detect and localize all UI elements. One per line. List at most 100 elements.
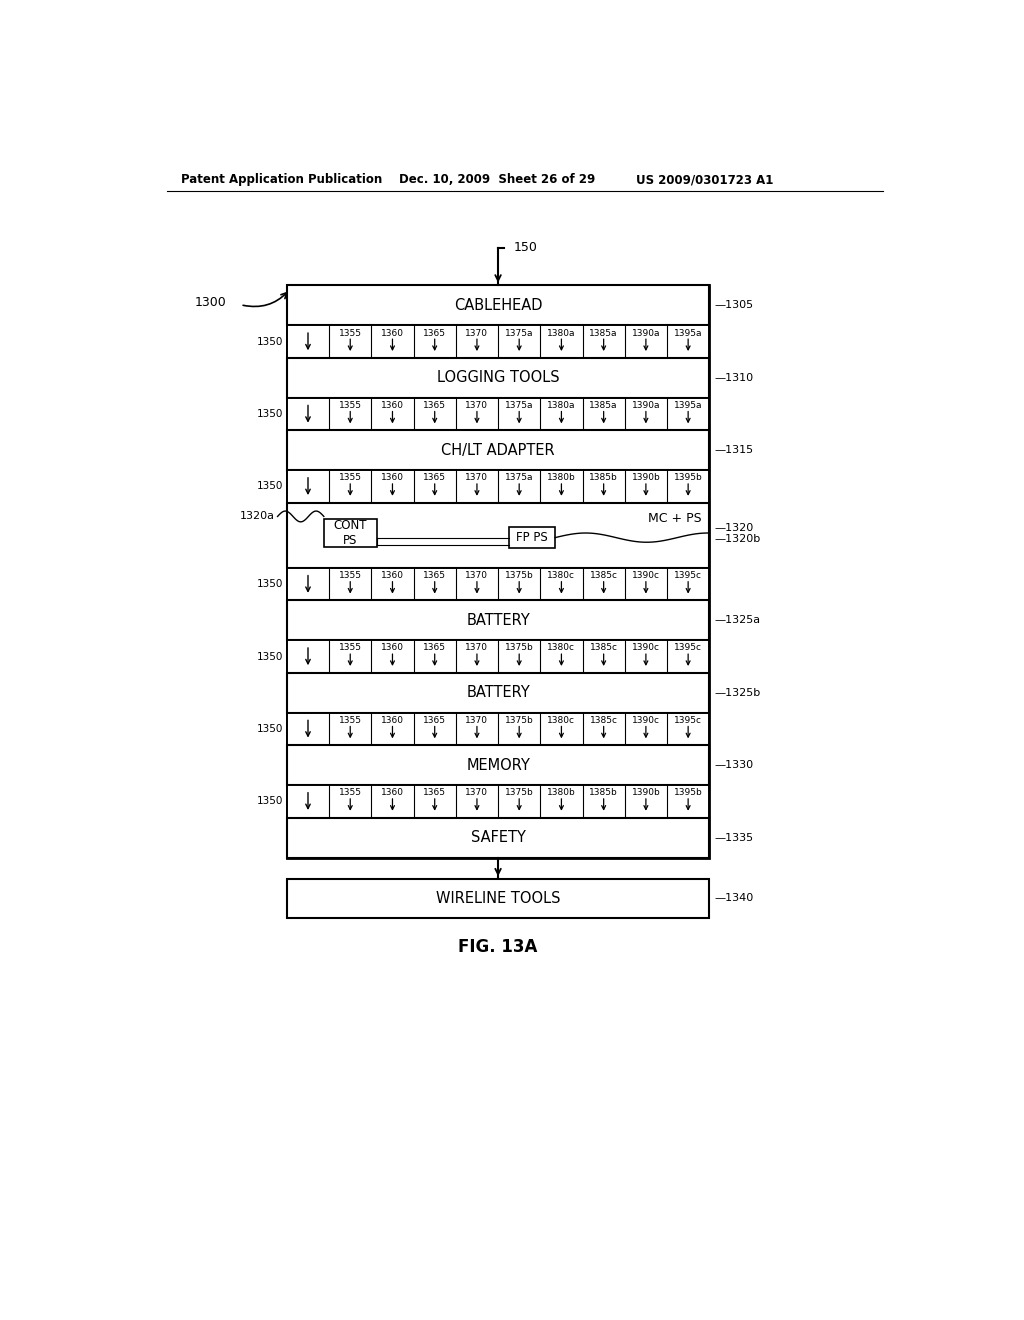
Bar <box>287 503 710 568</box>
Text: 1390c: 1390c <box>632 572 659 579</box>
Text: —1305: —1305 <box>715 301 754 310</box>
Text: 1370: 1370 <box>466 788 488 797</box>
Text: 1365: 1365 <box>423 644 446 652</box>
Text: 1365: 1365 <box>423 572 446 579</box>
Bar <box>287 673 710 713</box>
Text: 1395a: 1395a <box>674 401 702 411</box>
Text: 1385c: 1385c <box>590 644 617 652</box>
Text: 1360: 1360 <box>381 788 404 797</box>
Text: —1325a: —1325a <box>715 615 761 626</box>
Bar <box>287 817 710 858</box>
Text: 1350: 1350 <box>257 337 283 347</box>
Text: 1380c: 1380c <box>548 644 575 652</box>
Text: 1390b: 1390b <box>632 474 660 482</box>
Bar <box>287 326 710 358</box>
Bar <box>287 601 710 640</box>
Bar <box>287 568 710 601</box>
Text: 1360: 1360 <box>381 715 404 725</box>
Text: 1355: 1355 <box>339 329 361 338</box>
Text: FIG. 13A: FIG. 13A <box>459 939 538 956</box>
Text: —1330: —1330 <box>715 760 754 770</box>
Text: 1380c: 1380c <box>548 572 575 579</box>
Text: 1385a: 1385a <box>590 401 617 411</box>
Text: 1320a: 1320a <box>241 511 275 521</box>
Bar <box>287 358 710 397</box>
Text: 1395c: 1395c <box>674 715 702 725</box>
Text: 1385b: 1385b <box>589 788 618 797</box>
Text: 1375b: 1375b <box>505 715 534 725</box>
Bar <box>287 285 710 858</box>
Text: 1365: 1365 <box>423 788 446 797</box>
Text: 1355: 1355 <box>339 788 361 797</box>
Text: 1355: 1355 <box>339 572 361 579</box>
Text: 1385c: 1385c <box>590 572 617 579</box>
Text: —1335: —1335 <box>715 833 754 842</box>
Text: 1390b: 1390b <box>632 788 660 797</box>
Text: LOGGING TOOLS: LOGGING TOOLS <box>437 371 559 385</box>
Text: 1370: 1370 <box>466 715 488 725</box>
Text: 1380b: 1380b <box>547 788 575 797</box>
Text: 1350: 1350 <box>257 482 283 491</box>
Text: —1320b: —1320b <box>715 535 761 544</box>
Text: CONT
PS: CONT PS <box>334 519 367 546</box>
Text: 1365: 1365 <box>423 401 446 411</box>
Bar <box>287 879 710 917</box>
Text: 1350: 1350 <box>257 409 283 418</box>
Text: 1360: 1360 <box>381 474 404 482</box>
Text: US 2009/0301723 A1: US 2009/0301723 A1 <box>636 173 773 186</box>
Text: —1325b: —1325b <box>715 688 761 698</box>
Text: 1390a: 1390a <box>632 329 660 338</box>
Text: 1360: 1360 <box>381 644 404 652</box>
Text: 1360: 1360 <box>381 401 404 411</box>
Text: 1350: 1350 <box>257 723 283 734</box>
Text: 1375a: 1375a <box>505 329 534 338</box>
Text: 1370: 1370 <box>466 474 488 482</box>
Text: 1375b: 1375b <box>505 572 534 579</box>
Text: 1375b: 1375b <box>505 788 534 797</box>
Text: 1355: 1355 <box>339 474 361 482</box>
Bar <box>324 519 377 546</box>
Text: 1385a: 1385a <box>590 329 617 338</box>
Text: CABLEHEAD: CABLEHEAD <box>454 298 543 313</box>
Text: BATTERY: BATTERY <box>466 685 530 701</box>
Bar <box>287 640 710 673</box>
Text: 1350: 1350 <box>257 652 283 661</box>
Bar <box>287 470 710 503</box>
Text: 1355: 1355 <box>339 715 361 725</box>
Bar <box>287 713 710 744</box>
Text: 1380a: 1380a <box>547 401 575 411</box>
Text: 1365: 1365 <box>423 329 446 338</box>
Text: 1390c: 1390c <box>632 644 659 652</box>
Text: 1370: 1370 <box>466 401 488 411</box>
Text: 1385b: 1385b <box>589 474 618 482</box>
Bar <box>287 430 710 470</box>
Text: 1395b: 1395b <box>674 788 702 797</box>
Text: 1390a: 1390a <box>632 401 660 411</box>
Text: 1355: 1355 <box>339 401 361 411</box>
Text: 1385c: 1385c <box>590 715 617 725</box>
Text: 1395c: 1395c <box>674 572 702 579</box>
Text: CH/LT ADAPTER: CH/LT ADAPTER <box>441 442 555 458</box>
Text: 1370: 1370 <box>466 329 488 338</box>
Text: 1350: 1350 <box>257 796 283 807</box>
Text: 1375b: 1375b <box>505 644 534 652</box>
Text: 1370: 1370 <box>466 572 488 579</box>
Text: —1315: —1315 <box>715 445 754 455</box>
Text: 1300: 1300 <box>195 296 226 309</box>
Bar <box>287 285 710 326</box>
Text: WIRELINE TOOLS: WIRELINE TOOLS <box>436 891 560 906</box>
Text: —1310: —1310 <box>715 372 754 383</box>
Text: 1360: 1360 <box>381 572 404 579</box>
Text: 1380a: 1380a <box>547 329 575 338</box>
Text: —1320: —1320 <box>715 523 754 532</box>
Text: 1370: 1370 <box>466 644 488 652</box>
Text: Dec. 10, 2009  Sheet 26 of 29: Dec. 10, 2009 Sheet 26 of 29 <box>399 173 596 186</box>
Text: Patent Application Publication: Patent Application Publication <box>180 173 382 186</box>
Text: 1365: 1365 <box>423 474 446 482</box>
Bar <box>287 744 710 785</box>
Text: 1380b: 1380b <box>547 474 575 482</box>
Text: 1350: 1350 <box>257 579 283 589</box>
Text: FP PS: FP PS <box>516 531 548 544</box>
Text: —1340: —1340 <box>715 894 754 903</box>
Bar <box>509 527 555 548</box>
